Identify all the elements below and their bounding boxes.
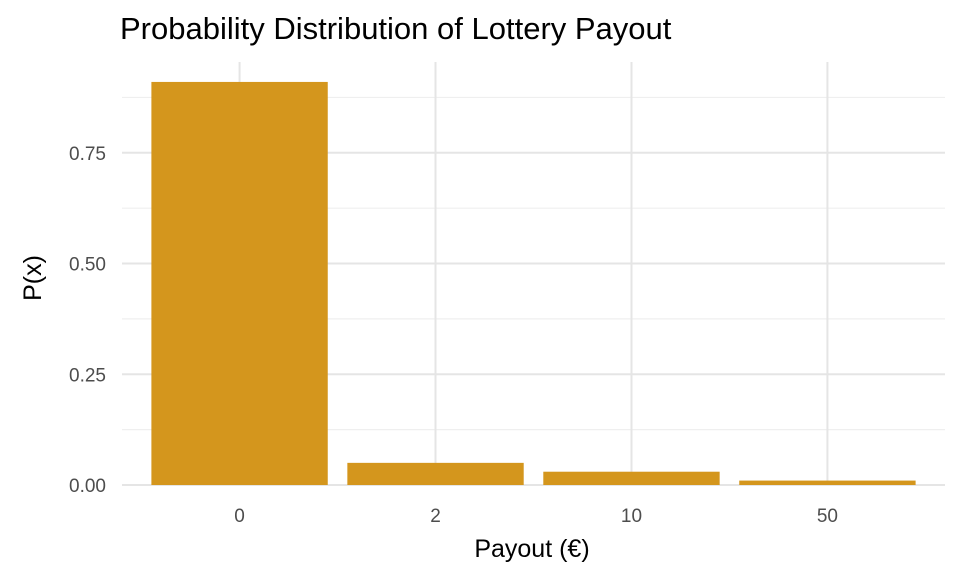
- y-tick-label: 0.25: [69, 365, 106, 386]
- x-axis-ticks: 0 2 10 50: [234, 506, 838, 527]
- x-tick-label: 50: [817, 506, 838, 527]
- x-tick-label: 10: [621, 506, 642, 527]
- bar-50: [739, 480, 916, 485]
- bars: [151, 81, 916, 485]
- x-tick-label: 0: [234, 506, 245, 527]
- y-axis-ticks: 0.00 0.25 0.50 0.75: [69, 144, 106, 497]
- y-tick-label: 0.50: [69, 255, 106, 276]
- bar-2: [347, 462, 524, 485]
- bar-0: [151, 81, 328, 485]
- x-tick-label: 2: [430, 506, 441, 527]
- x-axis-title: Payout (€): [474, 535, 589, 563]
- chart-title: Probability Distribution of Lottery Payo…: [120, 11, 672, 46]
- y-tick-label: 0.00: [69, 476, 106, 497]
- y-tick-label: 0.75: [69, 144, 106, 165]
- bar-10: [543, 471, 720, 485]
- y-axis-title: P(x): [19, 255, 47, 301]
